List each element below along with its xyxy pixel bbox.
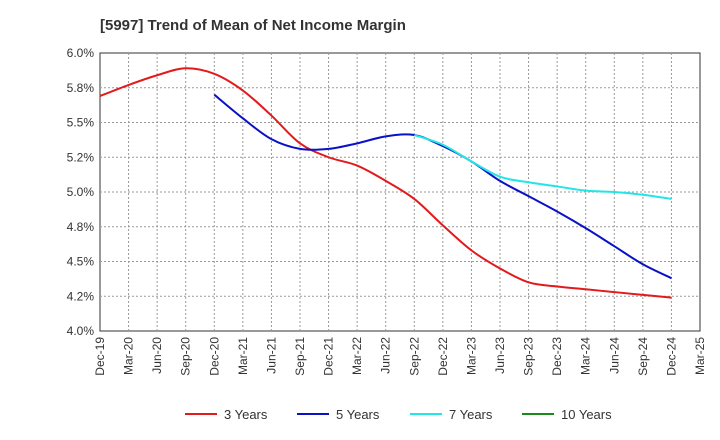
- x-tick-label: Dec-23: [550, 337, 564, 376]
- x-tick-label: Dec-22: [436, 337, 450, 376]
- x-tick-label: Sep-22: [407, 337, 421, 376]
- series-line-3-years: [99, 67, 672, 299]
- x-tick-label: Sep-21: [293, 337, 307, 376]
- y-tick-label: 5.0%: [67, 185, 95, 199]
- series-line-7-years: [413, 134, 672, 200]
- x-tick-label: Mar-23: [464, 337, 478, 375]
- legend-label: 3 Years: [224, 407, 268, 422]
- x-tick-label: Mar-25: [693, 337, 707, 375]
- x-tick-label: Sep-24: [636, 337, 650, 376]
- legend-label: 7 Years: [449, 407, 493, 422]
- y-tick-label: 4.8%: [67, 220, 95, 234]
- x-tick-label: Jun-21: [264, 337, 278, 374]
- legend-label: 10 Years: [561, 407, 612, 422]
- gridlines: [100, 53, 700, 331]
- chart-title: [5997] Trend of Mean of Net Income Margi…: [100, 17, 406, 34]
- x-tick-label: Sep-23: [522, 337, 536, 376]
- series-line-5-years: [213, 93, 672, 280]
- x-axis-ticks: Dec-19 Mar-20 Jun-20 Sep-20 Dec-20 Mar-21 Jun-…: [93, 337, 707, 376]
- y-tick-label: 4.2%: [67, 289, 95, 303]
- y-tick-label: 5.2%: [67, 150, 95, 164]
- x-tick-label: Mar-24: [579, 337, 593, 375]
- series-lines: [99, 67, 672, 299]
- y-tick-label: 6.0%: [67, 46, 95, 60]
- x-tick-label: Jun-23: [493, 337, 507, 374]
- legend-label: 5 Years: [336, 407, 380, 422]
- x-tick-label: Dec-19: [93, 337, 107, 376]
- legend: 3 Years 5 Years 7 Years 10 Years: [185, 407, 612, 422]
- y-tick-label: 5.5%: [67, 116, 95, 130]
- x-tick-label: Jun-20: [150, 337, 164, 374]
- x-tick-label: Mar-20: [122, 337, 136, 375]
- x-tick-label: Dec-20: [207, 337, 221, 376]
- y-tick-label: 5.8%: [67, 81, 95, 95]
- y-axis-ticks: 6.0% 5.8% 5.5% 5.2% 5.0% 4.8% 4.5% 4.2% 4.0%: [67, 46, 95, 338]
- x-tick-label: Dec-24: [664, 337, 678, 376]
- x-tick-label: Jun-24: [607, 337, 621, 374]
- x-tick-label: Jun-22: [379, 337, 393, 374]
- y-tick-label: 4.0%: [67, 324, 95, 338]
- x-tick-label: Dec-21: [322, 337, 336, 376]
- x-tick-label: Mar-22: [350, 337, 364, 375]
- x-tick-label: Mar-21: [236, 337, 250, 375]
- x-tick-label: Sep-20: [179, 337, 193, 376]
- y-tick-label: 4.5%: [67, 255, 95, 269]
